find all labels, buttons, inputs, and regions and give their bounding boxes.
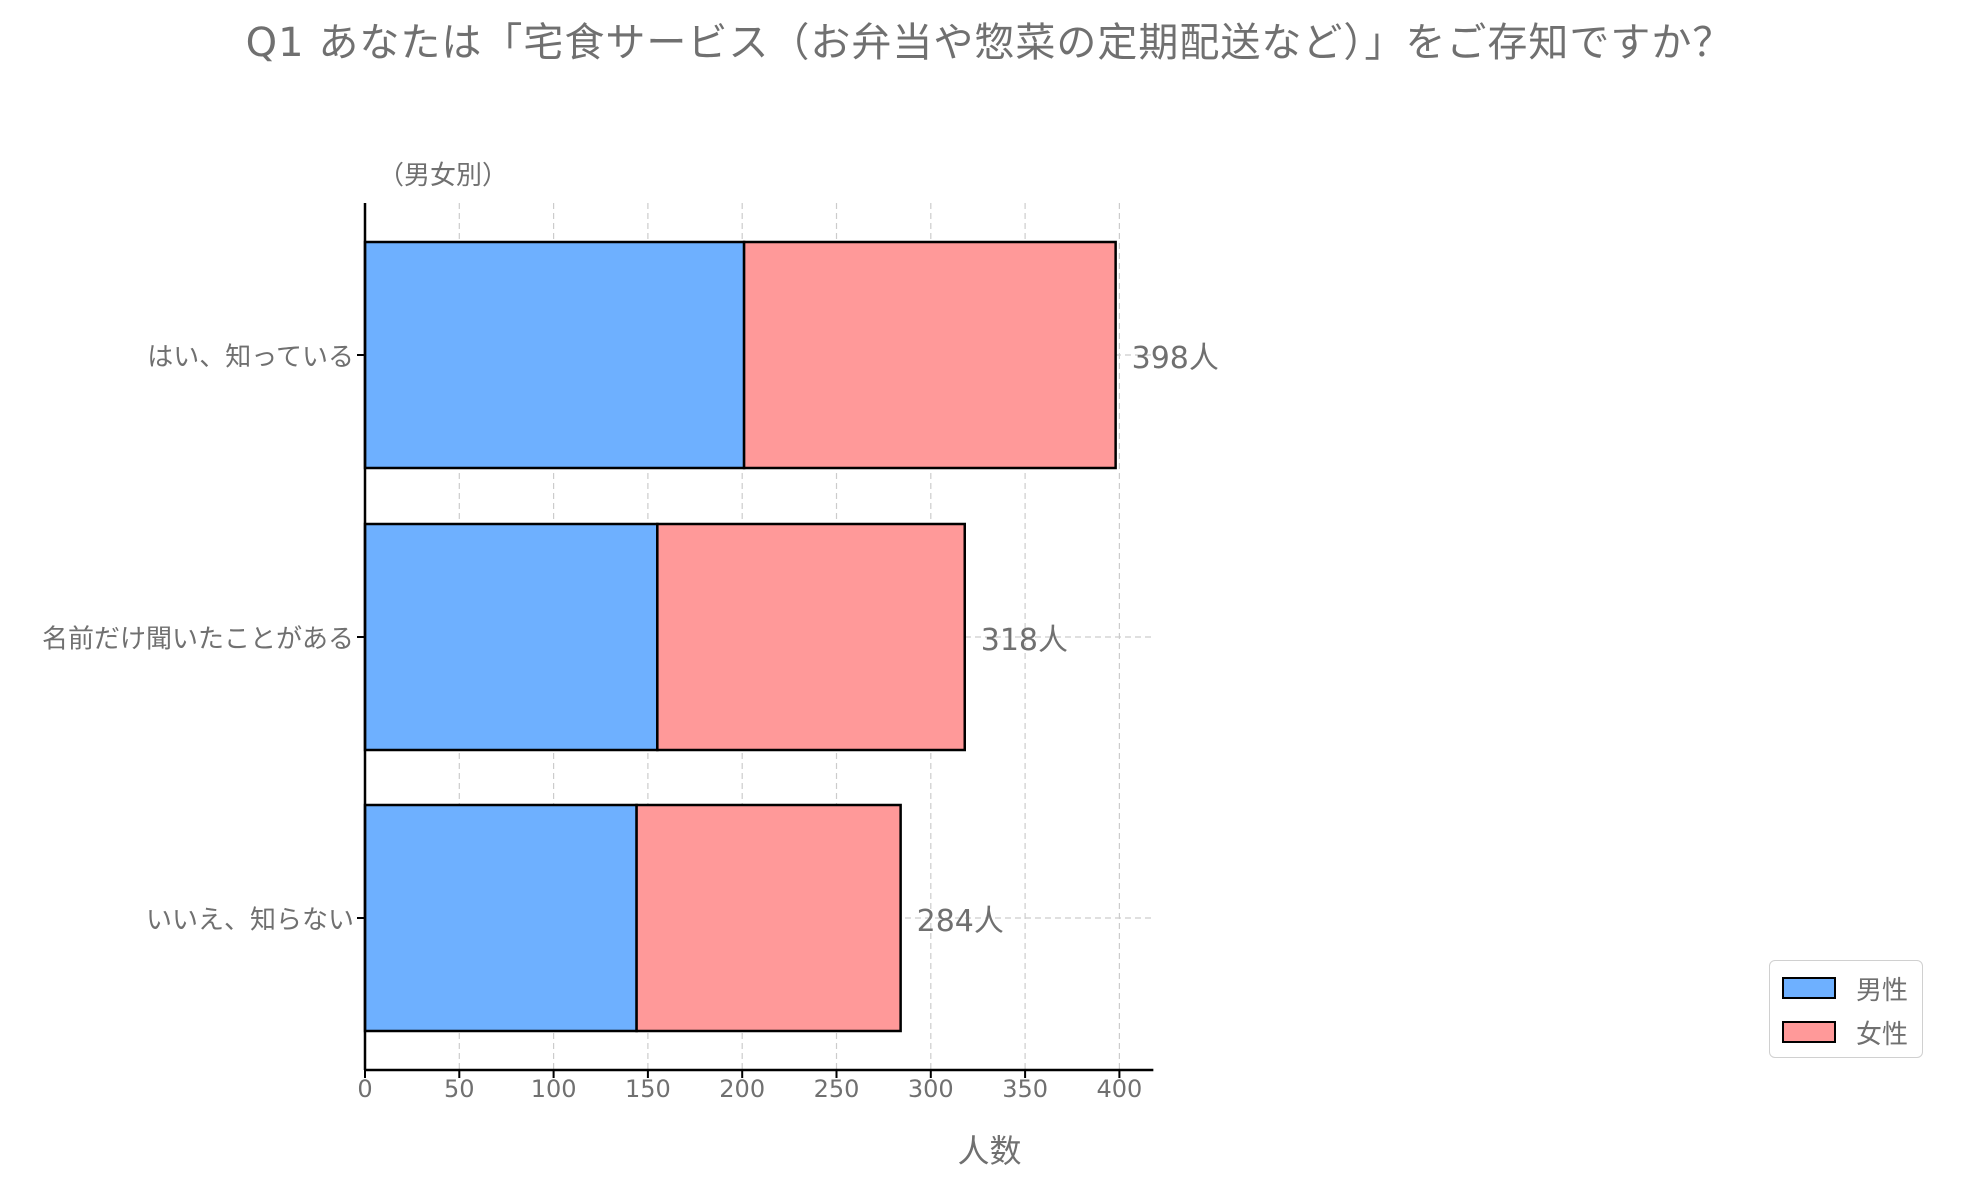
legend-item-male: 男性	[1782, 973, 1908, 1006]
x-tick-label: 100	[530, 1075, 577, 1103]
legend-label-female: 女性	[1856, 1019, 1909, 1050]
chart-title: Q1 あなたは「宅食サービス（お弁当や惣菜の定期配送など）」をご存知ですか？	[245, 20, 1734, 66]
legend-swatch-male	[1782, 977, 1836, 999]
legend-label-male: 男性	[1856, 975, 1909, 1006]
category-label: はい、知っている	[147, 342, 354, 373]
x-tick-label: 300	[907, 1075, 954, 1103]
bar-male-2	[363, 803, 638, 1033]
chart-subtitle: （男女別）	[378, 161, 509, 191]
x-axis-label: 人数	[957, 1132, 1022, 1170]
bar-male-1	[363, 522, 659, 752]
x-tick-label: 250	[813, 1075, 860, 1103]
category-label: 名前だけ聞いたことがある	[41, 624, 354, 655]
legend-swatch-female	[1782, 1021, 1836, 1043]
bar-male-0	[363, 240, 746, 470]
legend-item-female: 女性	[1782, 1017, 1908, 1050]
total-label: 318人	[980, 623, 1068, 658]
legend: 男性 女性	[1769, 960, 1923, 1058]
bar-female-1	[656, 522, 966, 752]
total-label: 284人	[916, 904, 1004, 939]
category-label: いいえ、知らない	[145, 905, 354, 936]
x-tick-label: 0	[357, 1075, 373, 1103]
x-tick-label: 400	[1096, 1075, 1143, 1103]
axes	[357, 203, 1154, 1078]
x-tick-label: 200	[719, 1075, 766, 1103]
bar-female-0	[742, 240, 1117, 470]
total-label: 398人	[1131, 341, 1219, 376]
bar-female-2	[635, 803, 902, 1033]
x-tick-label: 50	[444, 1075, 475, 1103]
x-tick-label: 150	[624, 1075, 671, 1103]
x-tick-label: 350	[1002, 1075, 1048, 1103]
bar-series	[363, 240, 1117, 1033]
